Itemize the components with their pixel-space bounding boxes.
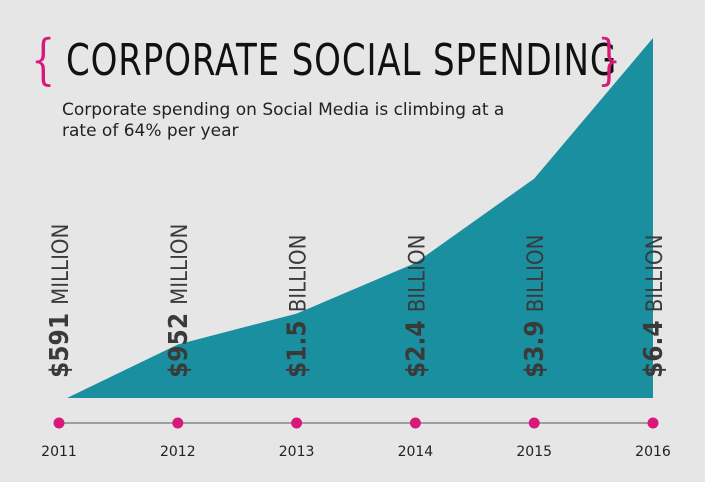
right-brace: }: [597, 28, 622, 91]
timeline-dot: [409, 417, 421, 429]
value-label-amount: $3.9: [520, 320, 550, 378]
value-label: $6.4 BILLION: [639, 235, 669, 378]
value-label-unit: MILLION: [168, 224, 193, 305]
value-label-unit: MILLION: [49, 224, 74, 305]
timeline-dot: [528, 417, 540, 429]
timeline-dot: [172, 417, 184, 429]
value-label: $591 MILLION: [45, 224, 75, 378]
chart-subtitle: Corporate spending on Social Media is cl…: [62, 100, 505, 141]
year-label: 2011: [41, 444, 77, 460]
value-label: $952 MILLION: [164, 224, 194, 378]
value-label-unit: BILLION: [524, 235, 549, 313]
value-label-unit: BILLION: [287, 235, 312, 313]
timeline-dot: [647, 417, 659, 429]
left-brace: {: [31, 28, 56, 91]
value-label-amount: $6.4: [639, 320, 669, 378]
timeline-dot: [53, 417, 65, 429]
value-label-unit: BILLION: [643, 235, 668, 313]
year-label: 2012: [160, 444, 196, 460]
chart-title-group: { CORPORATE SOCIAL SPENDING }: [26, 24, 627, 96]
year-label: 2013: [279, 444, 315, 460]
year-label: 2014: [398, 444, 434, 460]
value-label-amount: $1.5: [283, 320, 313, 378]
value-label: $2.4 BILLION: [401, 235, 431, 378]
year-label: 2016: [635, 444, 671, 460]
value-label-amount: $2.4: [401, 320, 431, 378]
timeline-dot: [291, 417, 303, 429]
value-label-amount: $591: [45, 313, 75, 378]
area-series: [67, 38, 653, 398]
value-label-unit: BILLION: [405, 235, 430, 313]
value-label: $3.9 BILLION: [520, 235, 550, 378]
year-label: 2015: [516, 444, 552, 460]
value-label-amount: $952: [164, 313, 194, 378]
value-label: $1.5 BILLION: [283, 235, 313, 378]
